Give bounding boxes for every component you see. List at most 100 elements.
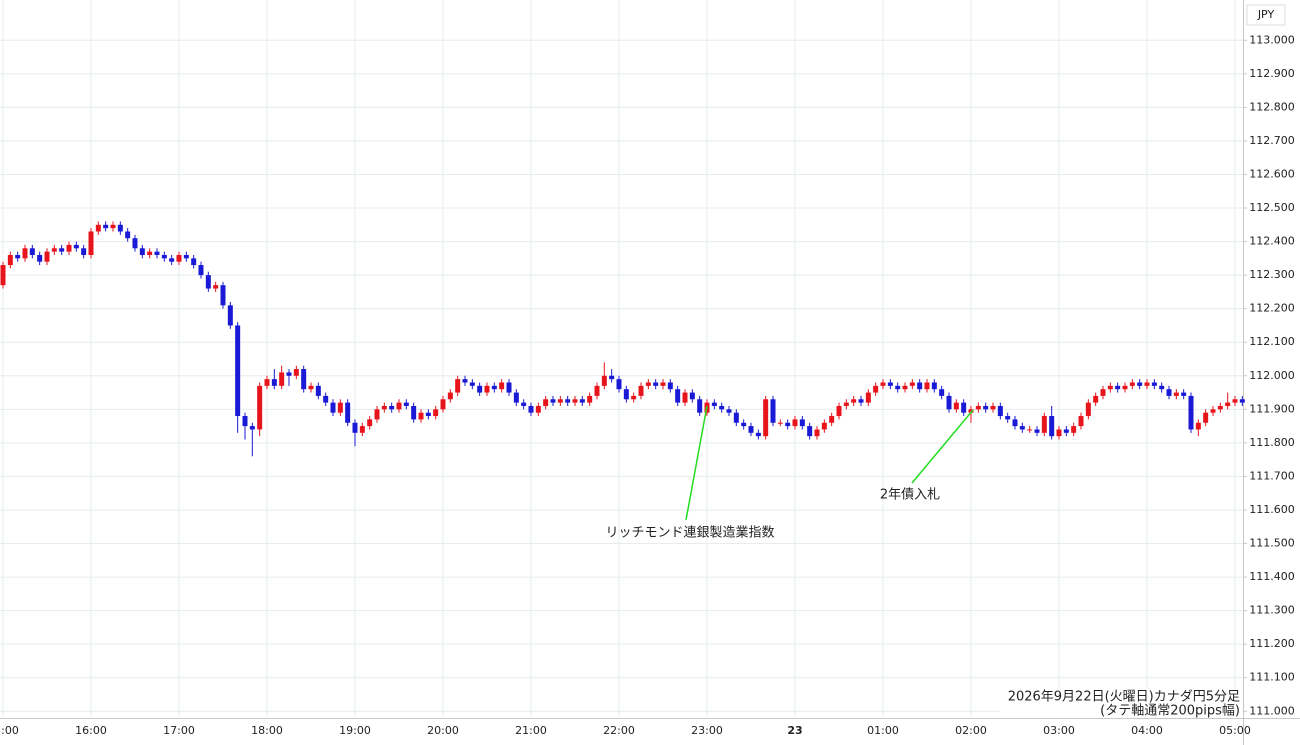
- candle-body: [682, 392, 688, 403]
- candle-body: [1100, 389, 1106, 396]
- candle-body: [271, 379, 277, 386]
- candle-body: [1027, 429, 1033, 431]
- candle-body: [242, 416, 248, 427]
- candle-body: [235, 325, 241, 417]
- candle-body: [220, 285, 226, 306]
- candle-body: [961, 402, 967, 413]
- candle-body: [73, 244, 79, 249]
- x-tick-label: 23:00: [691, 724, 723, 737]
- candle-body: [191, 258, 197, 266]
- x-tick-label: 04:00: [1131, 724, 1163, 737]
- x-tick-label: 16:00: [75, 724, 107, 737]
- chart-note: 2026年9月22日(火曜日)カナダ円5分足: [1008, 690, 1240, 705]
- x-tick-label: 02:00: [955, 724, 987, 737]
- candle-body: [1151, 382, 1157, 386]
- candle-body: [330, 402, 336, 413]
- x-tick-label: 05:00: [1219, 724, 1251, 737]
- candle-body: [1005, 416, 1011, 420]
- candle-body: [213, 285, 219, 289]
- candle-body: [975, 405, 981, 410]
- y-tick-label: 111.500: [1249, 537, 1295, 550]
- candle-body: [198, 265, 204, 276]
- candle-body: [689, 392, 695, 400]
- candle-body: [1071, 426, 1077, 433]
- x-tick-label: 22:00: [603, 724, 635, 737]
- candle-body: [741, 422, 747, 427]
- candle-body: [902, 385, 908, 390]
- candle-body: [279, 372, 285, 386]
- candle-body: [1210, 409, 1216, 413]
- candle-body: [433, 409, 439, 417]
- candle-body: [755, 432, 761, 437]
- candle-body: [990, 405, 996, 410]
- candle-body: [667, 382, 673, 390]
- candle-body: [733, 412, 739, 423]
- candle-body: [51, 248, 57, 252]
- candle-body: [1173, 392, 1179, 396]
- candle-body: [609, 375, 615, 380]
- currency-box: [1246, 4, 1286, 26]
- candle-body: [66, 244, 72, 252]
- y-tick-label: 112.200: [1249, 302, 1295, 315]
- y-tick-label: 111.100: [1249, 671, 1295, 684]
- candle-body: [821, 422, 827, 430]
- candle-body: [293, 369, 299, 376]
- candle-body: [1217, 405, 1223, 410]
- candle-body: [1239, 399, 1245, 403]
- candle-body: [0, 265, 6, 286]
- candle-body: [799, 419, 805, 427]
- candle-body: [389, 405, 395, 410]
- chart-note: (タテ軸通常200pips幅): [1100, 704, 1240, 719]
- y-tick-label: 111.600: [1249, 503, 1295, 516]
- candle-body: [176, 254, 182, 262]
- candle-body: [594, 385, 600, 396]
- candle-body: [631, 395, 637, 400]
- candle-body: [763, 399, 769, 437]
- candle-body: [1078, 416, 1084, 427]
- candles: [0, 221, 1245, 457]
- candle-body: [909, 382, 915, 386]
- y-tick-label: 112.900: [1249, 67, 1295, 80]
- x-tick-label: 21:00: [515, 724, 547, 737]
- candle-body: [110, 224, 116, 229]
- candle-body: [543, 399, 549, 406]
- candle-body: [1012, 419, 1018, 427]
- candle-body: [411, 405, 417, 420]
- candle-body: [81, 248, 87, 255]
- candle-body: [323, 395, 329, 403]
- candle-body: [807, 426, 813, 437]
- candle-body: [829, 416, 835, 423]
- candle-body: [440, 399, 446, 410]
- y-tick-label: 112.500: [1249, 201, 1295, 214]
- candle-body: [675, 389, 681, 403]
- y-tick-label: 111.800: [1249, 436, 1295, 449]
- candle-body: [132, 238, 138, 249]
- candle-body: [616, 379, 622, 390]
- candle-body: [587, 395, 593, 403]
- candle-body: [1115, 385, 1121, 390]
- annotation-pointer: [685, 405, 708, 521]
- x-tick-label: 19:00: [339, 724, 371, 737]
- y-tick-label: 112.700: [1249, 134, 1295, 147]
- candle-body: [858, 399, 864, 403]
- x-tick-label: 01:00: [867, 724, 899, 737]
- candle-body: [484, 385, 490, 393]
- candle-body: [264, 379, 270, 386]
- y-tick-label: 112.600: [1249, 167, 1295, 180]
- candle-body: [308, 385, 314, 390]
- candle-body: [499, 382, 505, 390]
- y-tick-label: 112.800: [1249, 100, 1295, 113]
- candle-body: [103, 224, 109, 229]
- candle-body: [117, 224, 123, 232]
- candle-body: [491, 385, 497, 390]
- candle-body: [345, 402, 351, 423]
- candle-body: [381, 405, 387, 410]
- annotation-pointer: [911, 409, 974, 484]
- candle-body: [946, 395, 952, 410]
- candle-body: [983, 405, 989, 410]
- candle-body: [917, 382, 923, 390]
- candle-body: [205, 275, 211, 289]
- candle-body: [1093, 395, 1099, 403]
